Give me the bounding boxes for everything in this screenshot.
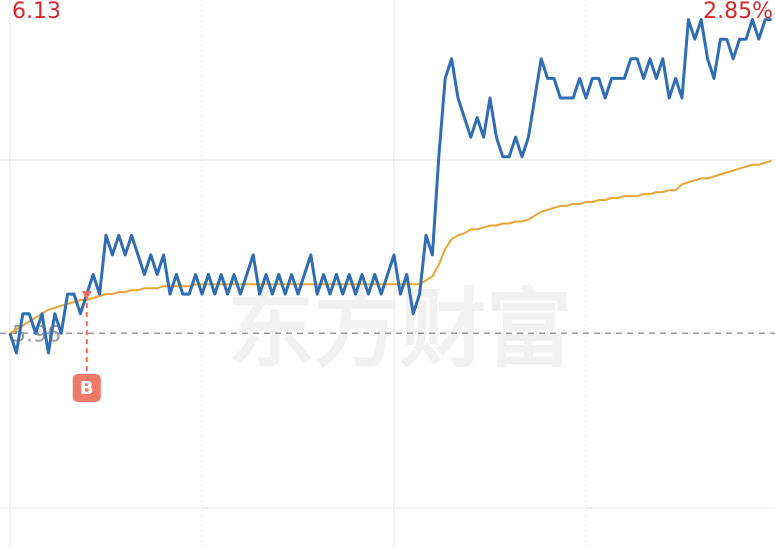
y2-tick-label: 2.85%: [703, 0, 773, 24]
trade-marker-box: [72, 374, 101, 402]
price-line: [8, 18, 772, 355]
watermark: 东方财富: [228, 279, 572, 379]
trade-marker-point: [81, 291, 92, 300]
y-tick-label: 6.13: [12, 0, 61, 24]
trade-marker-label: B: [80, 378, 94, 399]
price-line: [9, 159, 772, 335]
